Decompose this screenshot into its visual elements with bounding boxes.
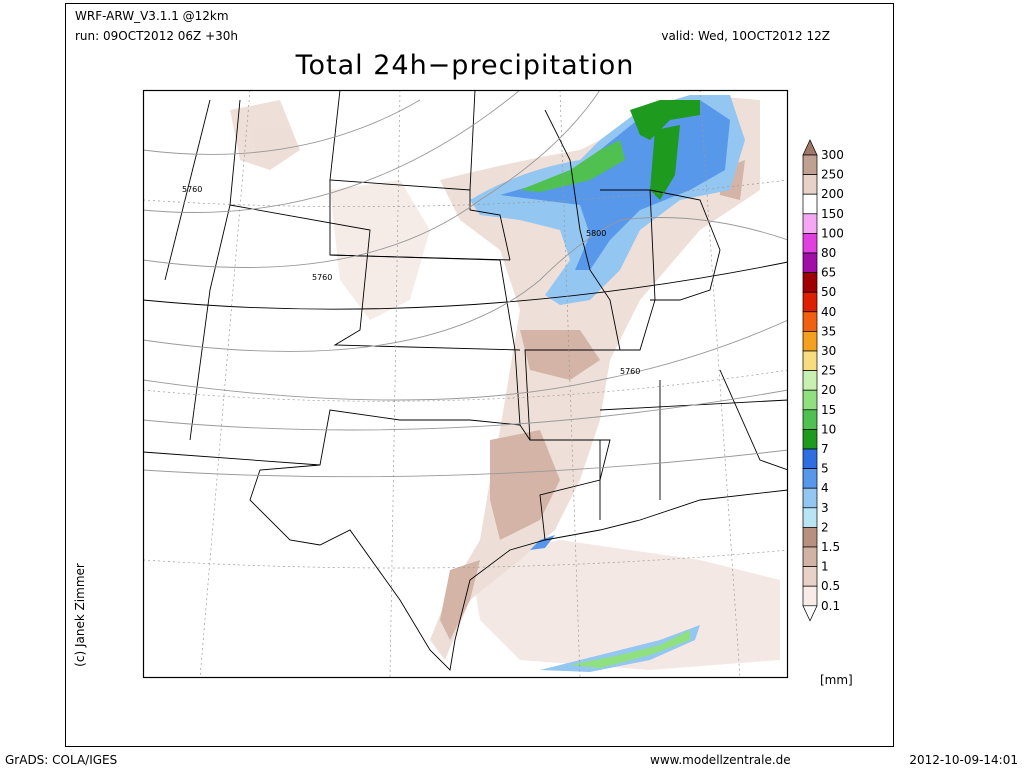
legend-label: 200: [821, 187, 844, 201]
legend-box: [802, 291, 818, 313]
legend-label: 3: [821, 501, 829, 515]
legend-box: [802, 507, 818, 528]
run-label: run: 09OCT2012 06Z +30h: [75, 29, 238, 43]
legend-label: 80: [821, 246, 836, 260]
legend-box: [802, 350, 818, 371]
legend-label: 65: [821, 266, 836, 280]
legend-label: 50: [821, 285, 836, 299]
valid-label: valid: Wed, 10OCT2012 12Z: [661, 29, 830, 43]
site-credit: www.modellzentrale.de: [650, 753, 791, 767]
legend-box: [802, 429, 818, 450]
legend-label: 35: [821, 324, 836, 338]
legend-label: 5: [821, 462, 829, 476]
contour-label: 5760: [182, 185, 202, 194]
outer-frame: [65, 3, 894, 747]
legend-box: [802, 566, 818, 587]
legend-box: [802, 527, 818, 548]
map-title: Total 24h−precipitation: [295, 50, 635, 81]
legend-box: [802, 389, 818, 411]
legend-box: [802, 409, 818, 430]
legend-unit: [mm]: [820, 673, 853, 687]
legend-label: 250: [821, 168, 844, 182]
map: 5760 5760 5800 5760: [142, 89, 789, 679]
legend-box: [802, 193, 818, 215]
contour-label: 5760: [312, 273, 332, 282]
author-credit: (c) Janek Zimmer: [73, 563, 87, 667]
legend-box: [802, 487, 818, 509]
contour-label: 5760: [620, 367, 640, 376]
legend-triangle: [802, 605, 818, 622]
legend-label: 20: [821, 383, 836, 397]
legend-box: [802, 233, 818, 254]
legend-box: [802, 174, 818, 195]
legend-box: [802, 272, 818, 293]
legend-box: [802, 311, 818, 332]
legend-box: [802, 154, 818, 175]
legend-box: [802, 331, 818, 352]
model-label: WRF-ARW_V3.1.1 @12km: [75, 9, 229, 23]
legend-label: 300: [821, 148, 844, 162]
legend-box: [802, 370, 818, 391]
state-borders: [143, 90, 788, 671]
legend-label: 15: [821, 403, 836, 417]
legend-box: [802, 468, 818, 489]
legend-box: [802, 585, 818, 607]
color-legend: 300 250 200 150 100 80 65 50 40 35 30 25 20 15 10 7 5 4 3 2…: [802, 139, 844, 622]
map-frame: [142, 89, 789, 679]
legend-label: 7: [821, 442, 829, 456]
legend-label: 25: [821, 364, 836, 378]
timestamp: 2012-10-09-14:01: [909, 753, 1018, 767]
legend-box: [802, 213, 818, 234]
legend-triangle: [802, 139, 818, 156]
legend-box: [802, 252, 818, 273]
contour-label: 5800: [586, 229, 606, 238]
legend-label: 0.1: [821, 599, 840, 613]
height-contours: [143, 90, 788, 478]
legend-box: [802, 448, 818, 469]
legend-label: 30: [821, 344, 836, 358]
legend-label: 100: [821, 226, 844, 240]
lat-lon-grid: [143, 90, 788, 678]
legend-label: 1: [821, 560, 829, 574]
legend-box: [802, 546, 818, 567]
legend-label: 4: [821, 481, 829, 495]
legend-label: 10: [821, 422, 836, 436]
legend-label: 0.5: [821, 579, 840, 593]
precip-green: [520, 100, 700, 668]
legend-label: 1.5: [821, 540, 840, 554]
legend-label: 40: [821, 305, 836, 319]
software-credit: GrADS: COLA/IGES: [5, 753, 117, 767]
legend-label: 2: [821, 520, 829, 534]
legend-label: 150: [821, 207, 844, 221]
